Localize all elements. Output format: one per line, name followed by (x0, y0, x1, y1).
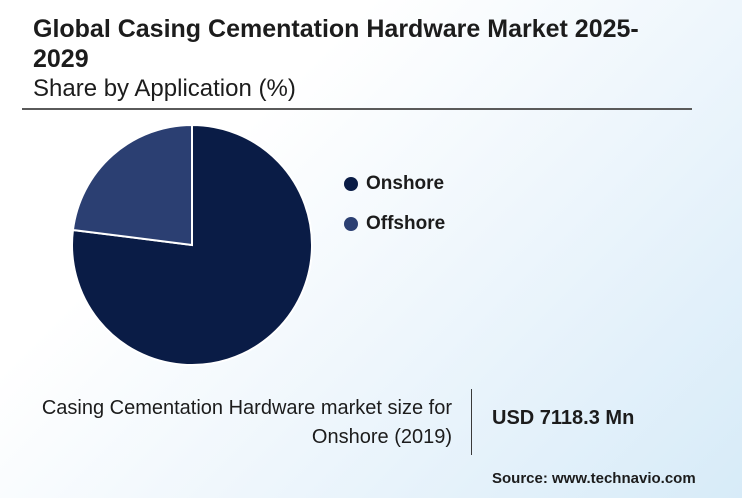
market-size-value: USD 7118.3 Mn (492, 407, 635, 429)
chart-title: Global Casing Cementation Hardware Marke… (33, 15, 639, 73)
legend-item-onshore: Onshore (344, 171, 445, 197)
pie-slice-offshore (71, 123, 193, 247)
legend-label-onshore: Onshore (366, 173, 445, 194)
chart-subtitle: Share by Application (%) (33, 75, 296, 102)
footnote-divider (471, 389, 472, 455)
chart-legend: Onshore Offshore (344, 171, 445, 251)
legend-label-offshore: Offshore (366, 213, 446, 234)
legend-swatch-onshore (344, 177, 358, 191)
legend-swatch-offshore (344, 217, 358, 231)
source-credit: Source: www.technavio.com (492, 470, 696, 487)
market-size-label: Casing Cementation Hardware market size … (41, 397, 452, 448)
legend-item-offshore: Offshore (344, 211, 445, 237)
title-divider (22, 108, 692, 110)
